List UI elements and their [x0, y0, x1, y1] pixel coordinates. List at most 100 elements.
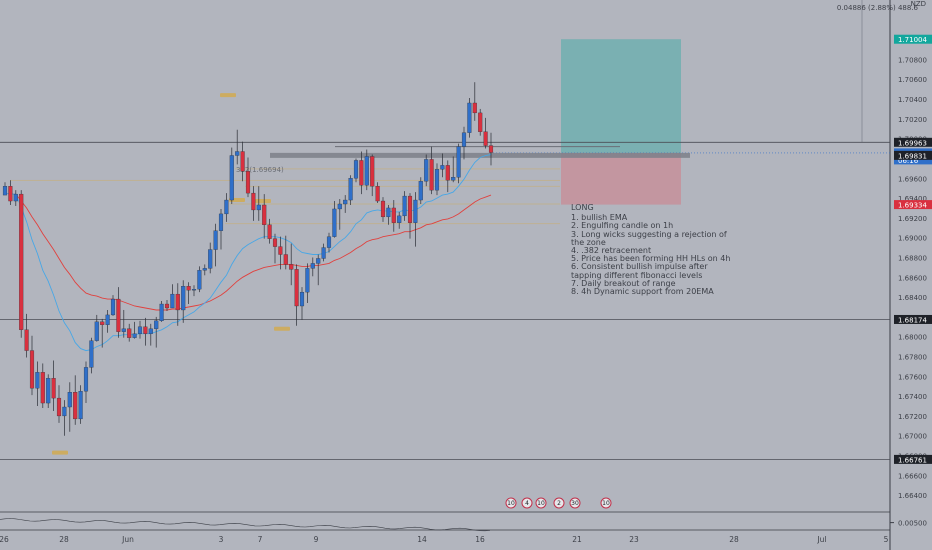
candle-body	[364, 156, 369, 186]
candle-body	[380, 200, 386, 218]
candle-body	[299, 291, 305, 307]
candle-body	[100, 321, 105, 325]
candle-body	[89, 340, 94, 368]
currency-label: NZD	[906, 0, 926, 8]
y-tick-label: 1.67600	[898, 373, 927, 381]
candle-body	[267, 224, 272, 239]
price-label: 1.69963	[898, 139, 927, 147]
candle-body	[348, 178, 353, 201]
x-tick-label: 3	[219, 535, 224, 544]
candle-body	[245, 171, 251, 194]
candle-body	[94, 321, 99, 341]
event-count: 10	[507, 500, 515, 507]
candle-body	[208, 249, 213, 269]
note-line: the zone	[571, 237, 606, 247]
swing-marker	[274, 326, 290, 331]
candle-body	[213, 230, 218, 250]
y-tick-label: 1.67800	[898, 354, 927, 362]
fib-level-label: 382(1.69694)	[236, 166, 284, 174]
event-icon	[521, 497, 533, 509]
x-tick-label: 7	[258, 535, 263, 544]
candle-body	[19, 193, 24, 330]
candle-body	[121, 328, 126, 332]
candle-body	[451, 177, 456, 181]
event-icon	[553, 497, 565, 509]
note-line: 2. Engulfing candle on 1h	[571, 221, 674, 231]
candle-body	[353, 160, 359, 179]
x-tick-label: 5	[884, 535, 889, 544]
candle-body	[235, 151, 240, 156]
swing-marker	[220, 93, 236, 98]
currency-code: NZD	[910, 0, 926, 8]
candle-body	[116, 298, 121, 332]
x-tick-label: 26	[0, 535, 9, 544]
candle-body	[83, 367, 89, 392]
candle-body	[305, 268, 310, 293]
target-zone	[561, 39, 681, 153]
candle-body	[51, 378, 56, 399]
candle-body	[488, 145, 494, 153]
x-tick-label: 14	[417, 535, 427, 544]
candle-body	[359, 160, 364, 186]
price-label-box	[894, 454, 932, 464]
candle-body	[310, 263, 315, 269]
y-tick-label: 1.68000	[898, 334, 927, 342]
price-label-countdown: 06:16	[898, 157, 919, 165]
event-count: 4	[525, 500, 529, 507]
x-tick-label: 21	[572, 535, 582, 544]
note-line: 7. Daily breakout of range	[571, 278, 676, 288]
candle-body	[197, 270, 202, 290]
note-line: tapping different fibonacci levels	[571, 270, 703, 280]
candle-body	[137, 326, 143, 334]
stop-zone	[561, 152, 681, 205]
note-line: 1. bullish EMA	[571, 213, 628, 223]
candle-body	[181, 286, 186, 311]
y-tick-label: 1.68600	[898, 274, 927, 282]
x-tick-label: 16	[475, 535, 485, 544]
candle-body	[110, 298, 116, 316]
candle-body	[407, 195, 413, 223]
candle-body	[332, 208, 337, 237]
candle-body	[461, 132, 467, 147]
support-zone	[270, 152, 690, 158]
event-count: 10	[602, 500, 610, 507]
candle-body	[272, 238, 278, 247]
candle-body	[224, 199, 229, 215]
price-label: 1.71004	[898, 36, 927, 44]
price-label-box	[894, 150, 932, 160]
y-tick-label: 1.70800	[898, 56, 927, 64]
y-tick-label: 1.70600	[898, 76, 927, 84]
change-readout: 0.04886 (2.88%) 488.6	[836, 4, 918, 12]
x-tick-label: Jun	[121, 535, 134, 544]
candles	[2, 82, 494, 436]
candle-body	[418, 181, 423, 201]
candle-body	[445, 165, 450, 181]
oscillator-line	[0, 518, 491, 532]
event-icon	[600, 497, 612, 509]
event-icon	[535, 497, 547, 509]
candle-body	[170, 293, 175, 309]
candle-body	[202, 268, 207, 271]
candle-body	[294, 269, 299, 307]
event-count: 10	[537, 500, 545, 507]
candle-body	[434, 169, 440, 191]
price-label: 1.66761	[898, 456, 927, 464]
y-tick-label: 1.66600	[898, 472, 927, 480]
candle-body	[397, 215, 402, 223]
y-tick-label: 1.69400	[898, 195, 927, 203]
candle-body	[73, 392, 78, 420]
price-label-box	[894, 137, 932, 147]
y-tick-label: 1.69000	[898, 235, 927, 243]
event-count: 30	[571, 500, 579, 507]
candle-body	[127, 328, 132, 338]
candle-body	[218, 213, 224, 231]
candle-body	[343, 199, 348, 205]
candle-body	[186, 286, 191, 291]
note-line: 8. 4h Dynamic support from 20EMA	[571, 287, 714, 297]
candle-body	[56, 397, 62, 417]
candle-body	[78, 391, 83, 420]
price-label: 1.68174	[898, 316, 927, 324]
candle-body	[8, 186, 13, 202]
note-line: 4. .382 retracement	[571, 246, 652, 256]
